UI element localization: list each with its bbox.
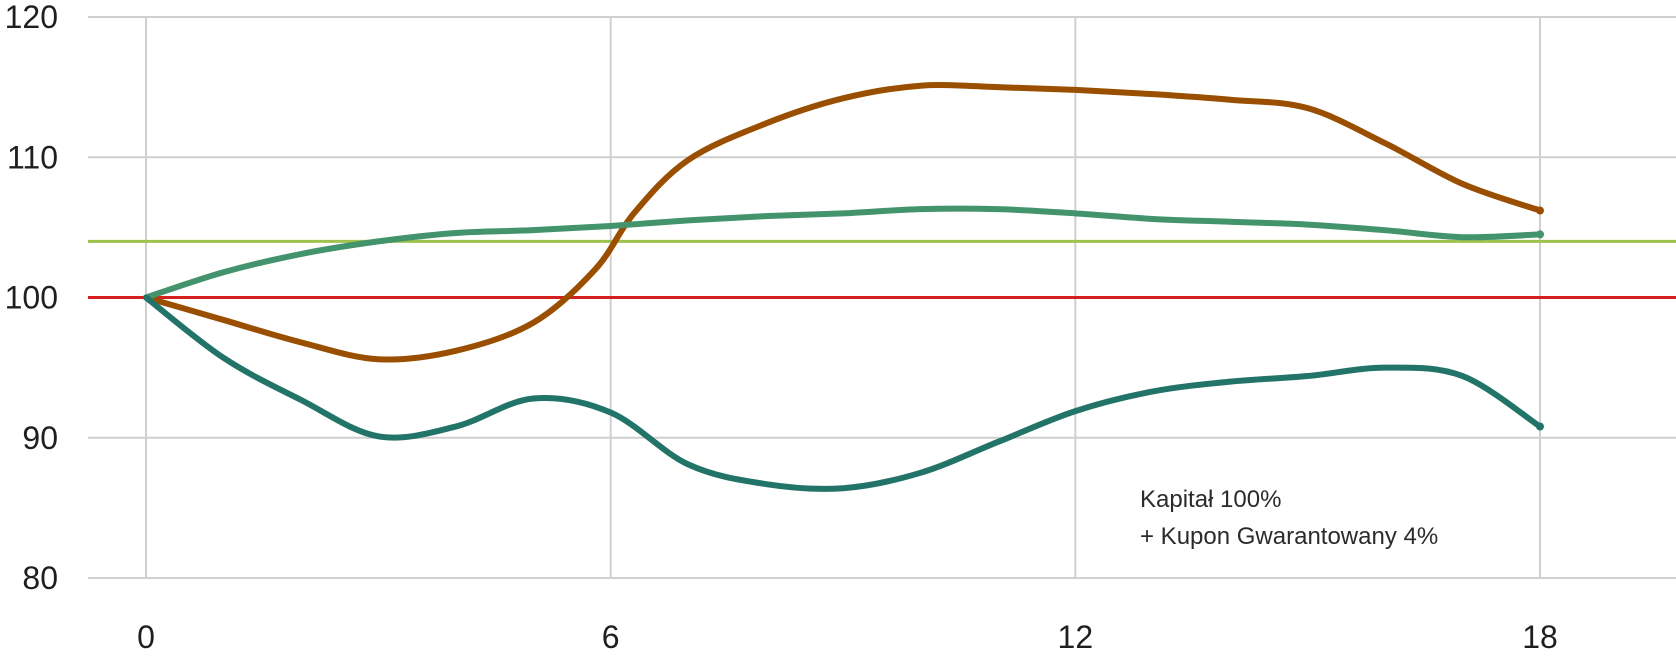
x-tick-label-6: 6	[602, 619, 620, 655]
reference-lines	[88, 239, 1676, 299]
y-tick-label-120: 120	[5, 0, 58, 35]
tick-labels: 80 90 100 110 120 0 6 12 18	[5, 0, 1558, 655]
x-tick-label-12: 12	[1058, 619, 1094, 655]
y-tick-label-110: 110	[7, 139, 58, 175]
series-line-1	[143, 82, 1543, 363]
annotation-line-2: + Kupon Gwarantowany 4%	[1140, 523, 1438, 550]
series-line-3	[143, 294, 1543, 492]
y-tick-label-80: 80	[22, 560, 58, 596]
series-layer	[143, 82, 1544, 492]
x-tick-label-18: 18	[1522, 619, 1558, 655]
y-tick-label-100: 100	[5, 280, 58, 316]
annotation-line-1: Kapitał 100%	[1140, 486, 1281, 513]
x-tick-label-0: 0	[137, 619, 155, 655]
series-end-point-3	[1536, 422, 1544, 431]
y-tick-label-90: 90	[22, 420, 58, 456]
series-end-point-2	[1536, 230, 1544, 239]
series-line-2	[143, 205, 1543, 301]
annotation-layer: Kapitał 100% + Kupon Gwarantowany 4%	[1140, 486, 1438, 550]
series-end-point-1	[1536, 206, 1544, 215]
